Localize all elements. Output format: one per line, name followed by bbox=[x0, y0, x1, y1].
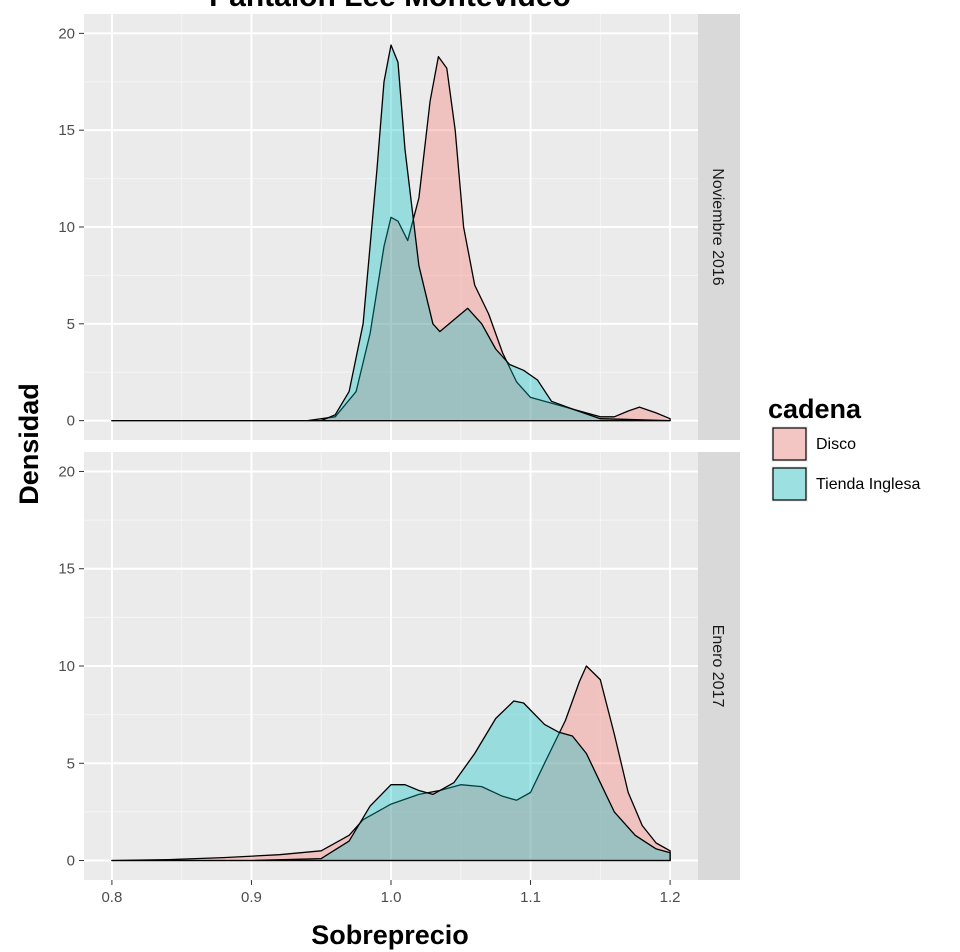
legend-swatch-disco bbox=[772, 427, 807, 461]
facet-strip bbox=[698, 14, 740, 440]
x-axis-title: Sobreprecio bbox=[311, 920, 469, 950]
y-tick-label: 15 bbox=[58, 561, 75, 578]
y-tick-label: 0 bbox=[67, 853, 75, 870]
legend-entries: Disco Tienda Inglesa bbox=[771, 426, 920, 502]
y-tick-label: 10 bbox=[58, 658, 75, 675]
x-tick-label: 1.0 bbox=[381, 889, 402, 906]
panel-enero-2017: 0 5 10 15 20 Enero 2017 bbox=[58, 452, 740, 880]
y-axis-title: Densidad bbox=[14, 383, 44, 505]
legend-title: cadena bbox=[768, 394, 862, 424]
legend-swatch-tienda-inglesa bbox=[772, 467, 807, 501]
x-tick-label: 1.2 bbox=[660, 889, 681, 906]
legend-item-disco: Disco bbox=[771, 426, 856, 462]
density-area-disco bbox=[111, 55, 671, 422]
facet-strip-label: Enero 2017 bbox=[709, 625, 726, 708]
panel-noviembre-2016: 0 5 10 15 20 Noviembre 2016 bbox=[58, 14, 740, 440]
y-tick-label: 15 bbox=[58, 122, 75, 139]
x-axis: 0.8 0.9 1.0 1.1 1.2 bbox=[101, 880, 681, 906]
legend: cadena Disco Tienda Inglesa bbox=[768, 394, 920, 502]
legend-key-background bbox=[771, 426, 808, 462]
facet-panels: 0 5 10 15 20 Noviembre 2016 0 5 10 15 20 Enero 2017… bbox=[58, 14, 740, 906]
y-tick-label: 5 bbox=[67, 755, 75, 772]
density-area-disco bbox=[111, 665, 671, 862]
y-tick-label: 10 bbox=[58, 219, 75, 236]
x-tick-label: 0.8 bbox=[101, 889, 122, 906]
y-tick-label: 0 bbox=[67, 413, 75, 430]
legend-key-background bbox=[771, 466, 808, 502]
legend-label: Disco bbox=[816, 436, 856, 453]
y-tick-label: 5 bbox=[67, 316, 75, 333]
y-tick-label: 20 bbox=[58, 463, 75, 480]
x-tick-label: 0.9 bbox=[241, 889, 262, 906]
legend-item-tienda-inglesa: Tienda Inglesa bbox=[771, 466, 920, 502]
plot-title: Pantalón Lee Montevideo bbox=[209, 0, 571, 13]
y-tick-label: 20 bbox=[58, 25, 75, 42]
legend-label: Tienda Inglesa bbox=[816, 476, 920, 493]
density-area-tienda-inglesa bbox=[111, 44, 671, 422]
x-tick-label: 1.1 bbox=[520, 889, 541, 906]
facet-strip bbox=[698, 452, 740, 880]
density-area-tienda-inglesa bbox=[111, 700, 671, 862]
facet-strip-label: Noviembre 2016 bbox=[709, 168, 726, 286]
